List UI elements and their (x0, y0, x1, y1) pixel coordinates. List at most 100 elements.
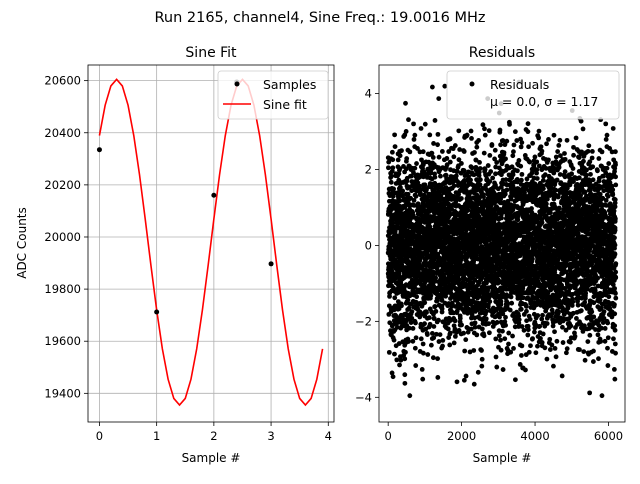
residual-point (520, 172, 525, 177)
residual-point (482, 126, 487, 131)
residual-point (556, 309, 561, 314)
residual-point (390, 157, 395, 162)
residual-point (554, 155, 559, 160)
residual-point (540, 220, 545, 225)
residual-point (488, 169, 493, 174)
residual-point (387, 350, 392, 355)
residual-point (413, 321, 418, 326)
residual-point (508, 308, 513, 313)
residual-point (533, 350, 538, 355)
residual-point (546, 137, 551, 142)
residual-point (473, 320, 478, 325)
residual-point (490, 176, 495, 181)
residual-point (440, 338, 445, 343)
residual-point (411, 121, 416, 126)
residual-point (541, 332, 546, 337)
y-tick-label: 19600 (44, 334, 81, 348)
residual-point (481, 122, 486, 127)
residual-point (437, 155, 442, 160)
residual-point (535, 313, 540, 318)
residual-point (396, 158, 401, 163)
residual-point (476, 370, 481, 375)
residual-point (403, 101, 408, 106)
residual-point (430, 331, 435, 336)
residual-point (421, 342, 426, 347)
residual-point (557, 138, 562, 143)
residual-point (411, 326, 416, 331)
residual-point (476, 138, 481, 143)
residual-point (454, 173, 459, 178)
residual-point (481, 194, 486, 199)
residual-point (539, 144, 544, 149)
residual-point (503, 192, 508, 197)
residual-point (543, 345, 548, 350)
residual-point (555, 149, 560, 154)
residual-point (507, 122, 512, 127)
residual-point (513, 129, 518, 134)
residual-point (436, 132, 441, 137)
residual-point (436, 318, 441, 323)
residual-point (480, 327, 485, 332)
residual-point (397, 363, 402, 368)
residual-point (541, 186, 546, 191)
residual-point (482, 151, 487, 156)
residual-point (462, 378, 467, 383)
residual-point (399, 303, 404, 308)
residual-point (427, 133, 432, 138)
residual-point (448, 137, 453, 142)
residual-point (519, 343, 524, 348)
residual-point (421, 149, 426, 154)
residual-point (478, 177, 483, 182)
residual-point (435, 375, 440, 380)
residual-point (526, 144, 531, 149)
residual-point (433, 304, 438, 309)
residual-point (423, 122, 428, 127)
residual-point (563, 157, 568, 162)
residual-point (402, 372, 407, 377)
residual-point (400, 189, 405, 194)
residual-point (500, 329, 505, 334)
residual-point (501, 367, 506, 372)
residual-point (551, 171, 556, 176)
residual-point (535, 176, 540, 181)
residual-point (440, 344, 445, 349)
residual-point (517, 158, 522, 163)
residual-point (520, 286, 525, 291)
residual-point (528, 317, 533, 322)
residual-point (544, 141, 549, 146)
residual-points (386, 80, 618, 398)
residual-point (390, 165, 395, 170)
residual-point (440, 149, 445, 154)
residual-point (536, 135, 541, 140)
residual-point (487, 299, 492, 304)
residual-point (389, 180, 394, 185)
residual-point (444, 156, 449, 161)
residual-point (414, 194, 419, 199)
x-tick-label: 2 (210, 429, 217, 443)
residual-point (494, 160, 499, 165)
residual-point (386, 165, 391, 170)
residual-point (431, 355, 436, 360)
residual-point (389, 174, 394, 179)
residual-point (413, 346, 418, 351)
residual-point (456, 128, 461, 133)
residual-point (551, 364, 556, 369)
residual-point (519, 353, 524, 358)
x-tick-label: 1 (153, 429, 160, 443)
residual-point (424, 310, 429, 315)
residual-point (435, 298, 440, 303)
residual-point (540, 313, 545, 318)
residual-point (563, 174, 568, 179)
residual-point (391, 374, 396, 379)
residual-point (487, 128, 492, 133)
residual-point (406, 298, 411, 303)
residual-point (503, 323, 508, 328)
figure-suptitle: Run 2165, channel4, Sine Freq.: 19.0016 … (154, 10, 485, 26)
residual-point (565, 138, 570, 143)
residual-point (515, 168, 520, 173)
residual-point (487, 153, 492, 158)
residual-point (409, 309, 414, 314)
residual-point (462, 349, 467, 354)
